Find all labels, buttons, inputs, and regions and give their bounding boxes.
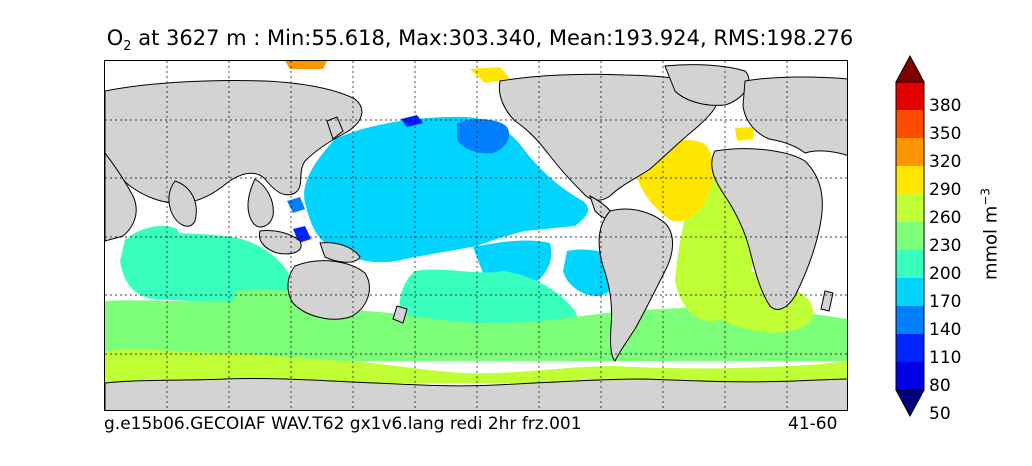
land-japan [326, 116, 344, 140]
colorbar-swatch [896, 306, 924, 335]
colorbar-swatch [896, 362, 924, 391]
colorbar-tick-label: 170 [929, 292, 962, 312]
field-arctic-260 [470, 67, 510, 83]
colorbar-tick-label: 350 [929, 124, 962, 144]
land-south-america [598, 208, 673, 362]
colorbar-tick-label: 290 [929, 180, 962, 200]
land-antarctica [105, 377, 847, 410]
unit-exponent: −3 [978, 187, 993, 206]
colorbar-tick-label: 230 [929, 236, 962, 256]
land-africa-east [105, 152, 137, 242]
land-new-zealand [392, 305, 408, 324]
title-subscript: 2 [123, 39, 132, 55]
land-europe [742, 76, 847, 156]
colorbar-swatch [896, 166, 924, 195]
field-arctic-290 [285, 61, 327, 69]
colorbar-swatch [896, 138, 924, 167]
colorbar-extend-min [895, 389, 925, 418]
colorbar-tick-label: 260 [929, 208, 962, 228]
map-panel [104, 60, 848, 411]
land-australia [287, 260, 370, 320]
colorbar-tick-label: 110 [929, 348, 962, 368]
land-indochina [247, 178, 274, 228]
colorbar-swatches [895, 54, 925, 418]
colorbar-swatch [896, 222, 924, 251]
colorbar-tick-label: 320 [929, 152, 962, 172]
colorbar-tick-label: 140 [929, 320, 962, 340]
field-antarctic-230 [105, 349, 847, 383]
grid-layer [105, 61, 847, 410]
map-title: O2 at 3627 m : Min:55.618, Max:303.340, … [0, 26, 960, 54]
colorbar-border [895, 81, 925, 391]
colorbar-swatch [896, 82, 924, 111]
field-aleutian-110 [457, 119, 510, 154]
colorbar-unit-label: mmol m−3 [979, 188, 1002, 280]
colorbar-swatch [896, 278, 924, 307]
field-west-indian-170 [130, 225, 180, 257]
years-label: 41-60 [788, 414, 838, 434]
colorbar-tick-label: 380 [929, 96, 962, 116]
land-north-america [498, 73, 719, 201]
land-madagascar [820, 290, 834, 312]
field-labrador-260 [735, 127, 753, 141]
unit-base: mmol m [980, 205, 1002, 281]
colorbar-swatch [896, 110, 924, 139]
field-north-pacific-140 [304, 116, 589, 263]
colorbar-tick-label: 80 [929, 376, 951, 396]
colorbar-tick-label: 50 [929, 404, 951, 424]
map-svg [105, 61, 847, 410]
colorbar-swatch [896, 194, 924, 223]
land-layer [105, 64, 847, 410]
title-main: at 3627 m : Min:55.618, Max:303.340, Mea… [131, 26, 854, 50]
field-kuril-80 [401, 115, 423, 127]
colorbar-swatch [896, 334, 924, 363]
colorbar-tick-label: 200 [929, 264, 962, 284]
run-name-label: g.e15b06.GECOIAF WAV.T62 gx1v6.lang redi… [104, 414, 582, 434]
land-new-guinea [319, 242, 361, 263]
land-india [168, 180, 197, 227]
colorbar-extend-max [895, 54, 925, 83]
field-philippines-110 [287, 197, 305, 213]
colorbar [895, 54, 925, 418]
colorbar-swatch [896, 250, 924, 279]
land-africa [711, 148, 823, 310]
title-prefix: O [106, 26, 124, 50]
